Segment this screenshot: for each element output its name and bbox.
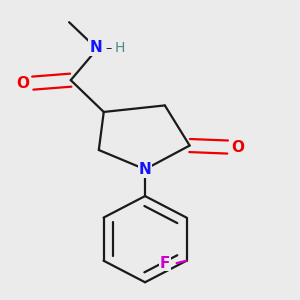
Text: O: O — [16, 76, 29, 91]
Text: O: O — [231, 140, 244, 154]
Text: N: N — [89, 40, 102, 55]
Text: F: F — [160, 256, 170, 271]
Text: H: H — [114, 41, 125, 55]
Text: –: – — [105, 42, 111, 55]
Text: N: N — [139, 162, 152, 177]
